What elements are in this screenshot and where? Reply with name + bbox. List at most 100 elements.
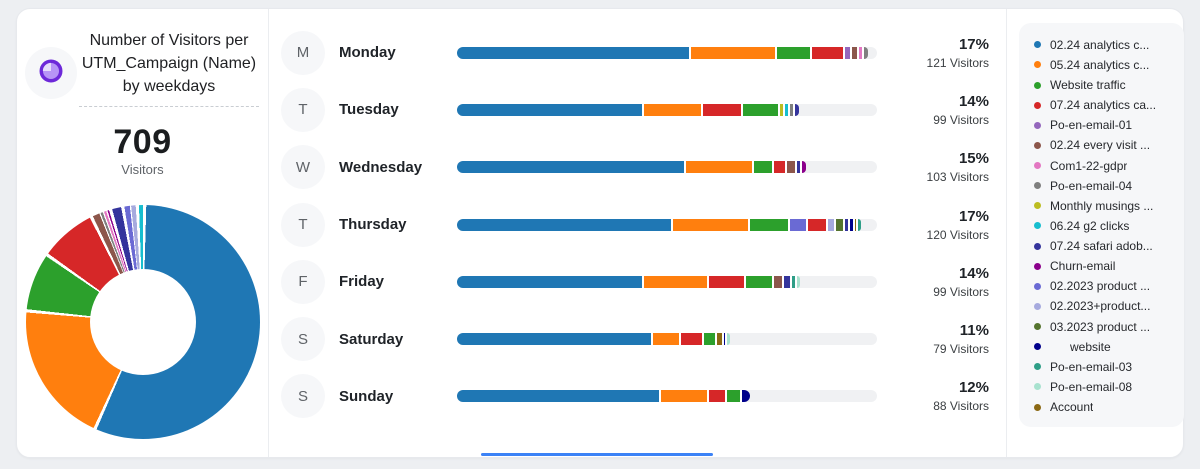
bar-segment-darknavy[interactable] bbox=[723, 333, 727, 346]
legend-item[interactable]: 02.2023+product... bbox=[1034, 297, 1174, 317]
divider-left bbox=[268, 9, 269, 457]
legend-item[interactable]: 02.24 every visit ... bbox=[1034, 136, 1174, 156]
bar-segment-brown[interactable] bbox=[774, 275, 785, 288]
bar-segment-orange[interactable] bbox=[653, 333, 682, 346]
bar-segment-green[interactable] bbox=[745, 275, 775, 288]
day-stats: 17% 120 Visitors bbox=[927, 208, 989, 242]
bar-segment-goldbrown[interactable] bbox=[854, 218, 859, 231]
bar-segment-green[interactable] bbox=[777, 46, 813, 59]
percent-value: 12% bbox=[958, 379, 989, 397]
bar-segment-red[interactable] bbox=[708, 275, 746, 288]
widget-title: Number of Visitors per UTM_Campaign (Nam… bbox=[79, 29, 259, 107]
bar-segment-red[interactable] bbox=[702, 103, 743, 116]
legend-item[interactable]: Monthly musings ... bbox=[1034, 196, 1174, 216]
weekday-row-sunday: S Sunday 12% 88 Visitors bbox=[269, 368, 1006, 425]
bar-segment-orange[interactable] bbox=[661, 390, 709, 403]
bar-segment-blue[interactable] bbox=[457, 161, 686, 174]
legend-label: Po-en-email-03 bbox=[1050, 359, 1133, 374]
bar-fill bbox=[457, 103, 877, 116]
bar-segment-gray[interactable] bbox=[790, 103, 795, 116]
bar-segment-navy[interactable] bbox=[784, 275, 793, 288]
bar-segment-darkolive[interactable] bbox=[835, 218, 845, 231]
legend-dot-icon bbox=[1034, 41, 1041, 49]
legend-item[interactable]: 07.24 analytics ca... bbox=[1034, 95, 1174, 115]
bar-segment-blue[interactable] bbox=[457, 275, 644, 288]
bar-segment-blue[interactable] bbox=[457, 390, 662, 403]
bar-segment-orange[interactable] bbox=[643, 103, 703, 116]
legend-item[interactable]: Po-en-email-04 bbox=[1034, 176, 1174, 196]
percent-value: 17% bbox=[958, 207, 989, 225]
legend-item[interactable]: Account bbox=[1034, 397, 1174, 417]
legend-label: 03.2023 product ... bbox=[1050, 319, 1151, 334]
legend-item[interactable]: 02.2023 product ... bbox=[1034, 277, 1174, 297]
legend-item[interactable]: Po-en-email-08 bbox=[1034, 377, 1174, 397]
bar-segment-navy[interactable] bbox=[844, 218, 851, 231]
bar-segment-brown[interactable] bbox=[852, 46, 860, 59]
bar-segment-red[interactable] bbox=[708, 390, 728, 403]
weekday-row-monday: M Monday 17% 121 Visitors bbox=[269, 24, 1006, 81]
weekday-label: Monday bbox=[339, 44, 396, 62]
weekday-row-thursday: T Thursday 17% 120 Visitors bbox=[269, 196, 1006, 253]
bar-segment-red[interactable] bbox=[807, 218, 828, 231]
bar-segment-magenta[interactable] bbox=[802, 161, 807, 174]
weekday-label: Saturday bbox=[339, 330, 404, 348]
bar-segment-blue[interactable] bbox=[457, 46, 692, 59]
bar-segment-teal[interactable] bbox=[858, 218, 862, 231]
legend-label: 05.24 analytics c... bbox=[1050, 57, 1150, 72]
bar-segment-green[interactable] bbox=[742, 103, 780, 116]
percent-value: 11% bbox=[959, 322, 989, 340]
bar-segment-pink[interactable] bbox=[859, 46, 864, 59]
legend-item[interactable]: Po-en-email-01 bbox=[1034, 116, 1174, 136]
legend-item[interactable]: 03.2023 product ... bbox=[1034, 317, 1174, 337]
donut-chart[interactable] bbox=[26, 205, 260, 439]
bar-segment-brown[interactable] bbox=[787, 161, 798, 174]
bar-segment-red[interactable] bbox=[812, 46, 846, 59]
bar-segment-blue[interactable] bbox=[457, 333, 654, 346]
legend-item[interactable]: 02.24 analytics c... bbox=[1034, 35, 1174, 55]
bar-segment-lavender[interactable] bbox=[827, 218, 836, 231]
bar-segment-olive[interactable] bbox=[779, 103, 785, 116]
bar-segment-darknavy[interactable] bbox=[742, 390, 751, 403]
bar-track bbox=[457, 275, 877, 288]
bar-segment-gray[interactable] bbox=[863, 46, 868, 59]
bar-segment-darknavy[interactable] bbox=[850, 218, 855, 231]
bar-segment-cyan[interactable] bbox=[784, 103, 791, 116]
bar-segment-blue[interactable] bbox=[457, 103, 644, 116]
bar-segment-red[interactable] bbox=[774, 161, 788, 174]
legend-item[interactable]: Website traffic bbox=[1034, 75, 1174, 95]
bar-segment-orange[interactable] bbox=[685, 161, 754, 174]
bar-segment-green[interactable] bbox=[749, 218, 790, 231]
legend-item[interactable]: website bbox=[1034, 337, 1174, 357]
legend-item[interactable]: 07.24 safari adob... bbox=[1034, 236, 1174, 256]
legend-item[interactable]: 06.24 g2 clicks bbox=[1034, 216, 1174, 236]
legend-item[interactable]: 05.24 analytics c... bbox=[1034, 55, 1174, 75]
bar-segment-orange[interactable] bbox=[672, 218, 750, 231]
legend-item[interactable]: Com1-22-gdpr bbox=[1034, 156, 1174, 176]
legend-label: Po-en-email-04 bbox=[1050, 178, 1133, 193]
legend-label: 07.24 safari adob... bbox=[1050, 239, 1153, 253]
bar-segment-teal[interactable] bbox=[792, 275, 798, 288]
scroll-indicator[interactable] bbox=[481, 453, 713, 456]
weekday-label: Sunday bbox=[339, 387, 394, 405]
bar-segment-navy[interactable] bbox=[797, 161, 803, 174]
bar-segment-purple[interactable] bbox=[845, 46, 853, 59]
legend-panel: 02.24 analytics c... 05.24 analytics c...… bbox=[1019, 23, 1184, 427]
legend-item[interactable]: Po-en-email-03 bbox=[1034, 357, 1174, 377]
legend-dot-icon bbox=[1034, 383, 1041, 391]
bar-segment-mint[interactable] bbox=[797, 275, 801, 288]
day-stats: 12% 88 Visitors bbox=[933, 379, 989, 413]
bar-segment-orange[interactable] bbox=[643, 275, 709, 288]
bar-segment-green[interactable] bbox=[727, 390, 743, 403]
bar-segment-goldbrown[interactable] bbox=[716, 333, 724, 346]
bar-segment-green[interactable] bbox=[753, 161, 775, 174]
legend-label: 02.2023 product ... bbox=[1050, 279, 1151, 294]
weekday-badge: T bbox=[281, 202, 325, 247]
bar-segment-red[interactable] bbox=[681, 333, 705, 346]
bar-segment-blue[interactable] bbox=[457, 218, 673, 231]
legend-item[interactable]: Churn-email bbox=[1034, 256, 1174, 276]
bar-segment-green[interactable] bbox=[704, 333, 717, 346]
bar-segment-navy[interactable] bbox=[794, 103, 799, 116]
bar-segment-orange[interactable] bbox=[691, 46, 778, 59]
bar-segment-mint[interactable] bbox=[727, 333, 730, 346]
bar-segment-periwinkle[interactable] bbox=[789, 218, 808, 231]
